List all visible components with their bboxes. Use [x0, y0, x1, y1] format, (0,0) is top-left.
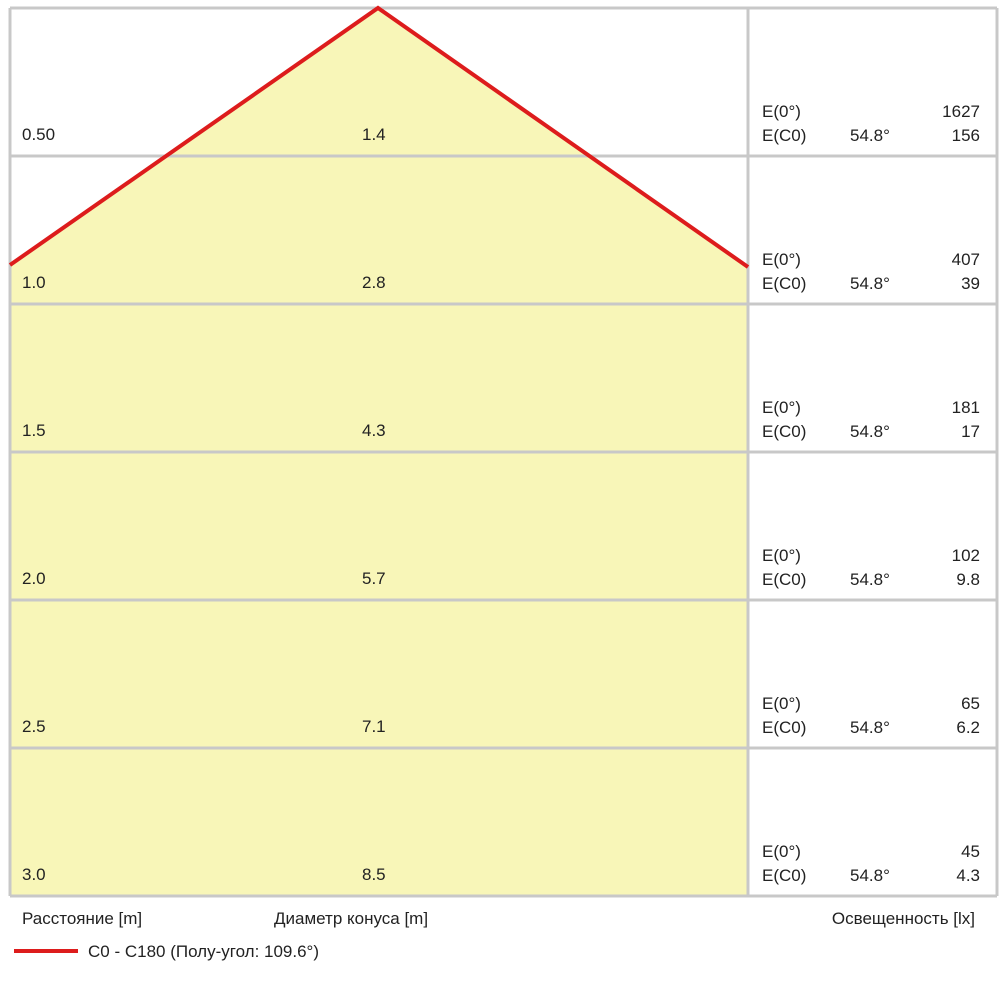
- e0-label: E(0°): [762, 546, 801, 565]
- distance: 1.0: [22, 273, 46, 292]
- e0-value: 65: [961, 694, 980, 713]
- rows: 0.50 1.4 E(0°) 1627 E(C0) 54.8° 156 1.0 2.8 E(0°)…: [22, 102, 980, 885]
- e0-value: 407: [952, 250, 980, 269]
- diameter: 5.7: [362, 569, 386, 588]
- ec0-label: E(C0): [762, 718, 806, 737]
- grid: [8, 6, 999, 898]
- e0-label: E(0°): [762, 102, 801, 121]
- illuminance-label: Освещенность [lx]: [832, 909, 975, 928]
- e0-value: 181: [952, 398, 980, 417]
- e0-label: E(0°): [762, 842, 801, 861]
- distance: 2.5: [22, 717, 46, 736]
- distance: 2.0: [22, 569, 46, 588]
- distance: 0.50: [22, 125, 55, 144]
- diameter: 1.4: [362, 125, 386, 144]
- ec0-label: E(C0): [762, 422, 806, 441]
- e0-value: 102: [952, 546, 980, 565]
- e0-label: E(0°): [762, 398, 801, 417]
- ec0-label: E(C0): [762, 126, 806, 145]
- diameter: 7.1: [362, 717, 386, 736]
- ec0-value: 17: [961, 422, 980, 441]
- distance: 3.0: [22, 865, 46, 884]
- distance: 1.5: [22, 421, 46, 440]
- ec0-label: E(C0): [762, 274, 806, 293]
- ec0-value: 156: [952, 126, 980, 145]
- distance-label: Расстояние [m]: [22, 909, 142, 928]
- angle: 54.8°: [850, 866, 890, 885]
- angle: 54.8°: [850, 126, 890, 145]
- diameter: 8.5: [362, 865, 386, 884]
- ec0-label: E(C0): [762, 866, 806, 885]
- diameter: 2.8: [362, 273, 386, 292]
- ec0-value: 6.2: [956, 718, 980, 737]
- diameter: 4.3: [362, 421, 386, 440]
- e0-value: 45: [961, 842, 980, 861]
- e0-value: 1627: [942, 102, 980, 121]
- ec0-value: 9.8: [956, 570, 980, 589]
- angle: 54.8°: [850, 274, 890, 293]
- ec0-value: 4.3: [956, 866, 980, 885]
- legend-label: C0 - C180 (Полу-угол: 109.6°): [88, 942, 319, 961]
- e0-label: E(0°): [762, 694, 801, 713]
- ec0-value: 39: [961, 274, 980, 293]
- diameter-label: Диаметр конуса [m]: [274, 909, 428, 928]
- ec0-label: E(C0): [762, 570, 806, 589]
- angle: 54.8°: [850, 570, 890, 589]
- cone-outline: [8, 5, 750, 269]
- e0-label: E(0°): [762, 250, 801, 269]
- angle: 54.8°: [850, 422, 890, 441]
- angle: 54.8°: [850, 718, 890, 737]
